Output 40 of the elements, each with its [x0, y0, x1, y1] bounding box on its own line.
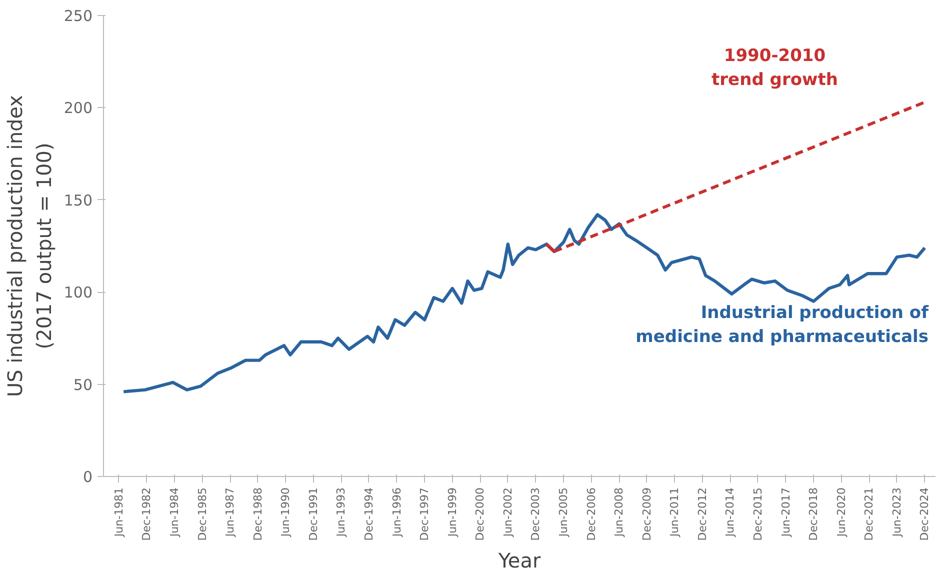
x-axis-title: Year	[497, 548, 542, 573]
x-tick-label: Jun-1981	[112, 487, 126, 538]
x-tick-label: Dec-2003	[529, 488, 542, 541]
y-tick-label: 50	[73, 376, 93, 394]
x-tick-label: Dec-2024	[918, 488, 932, 541]
x-tick-label: Jun-2023	[890, 487, 904, 538]
x-tick-label: Jun-1984	[168, 487, 182, 538]
x-tick-label: Jun-1987	[224, 487, 237, 538]
x-tick-label: Jun-2017	[779, 487, 792, 538]
x-tick-label: Dec-2018	[807, 488, 820, 541]
x-tick-label: Dec-2012	[696, 488, 709, 541]
text: Industrial production of medicine and pharmaceuticals	[636, 302, 930, 347]
x-tick-label: Jun-1993	[334, 487, 348, 538]
y-tick-label: 100	[64, 284, 93, 302]
x-tick-label: Jun-2014	[724, 487, 737, 538]
x-tick-label: Dec-2000	[474, 488, 487, 541]
x-tick-label: Jun-2020	[834, 487, 848, 538]
x-tick-label: Dec-2021	[862, 488, 876, 541]
y-axis-title: US industrial production index (2017 output = 100)	[3, 94, 56, 397]
x-tick-label: Dec-2009	[640, 488, 654, 541]
y-tick-label: 250	[64, 7, 93, 25]
x-tick-label: Jun-1990	[279, 487, 292, 538]
y-tick-label: 200	[64, 99, 93, 118]
x-tick-label: Dec-1982	[140, 488, 154, 541]
x-tick-label: Dec-1994	[362, 488, 376, 541]
x-tick-label: Dec-1988	[251, 488, 264, 541]
x-tick-label: Dec-1997	[418, 488, 432, 541]
y-tick-label: 0	[82, 468, 93, 486]
x-tick-label: Dec-2006	[584, 488, 598, 541]
text: 1990-2010 trend growth	[712, 46, 838, 90]
x-tick-label: Jun-2005	[556, 487, 570, 538]
y-tick-label: 150	[64, 191, 93, 210]
x-tick-label: Jun-2002	[501, 487, 514, 538]
x-tick-label: Jun-1996	[390, 487, 404, 538]
x-tick-label: Dec-1991	[306, 488, 320, 541]
x-tick-label: Jun-2008	[612, 487, 626, 538]
x-tick-label: Dec-1985	[196, 488, 209, 541]
x-tick-label: Jun-2011	[668, 487, 682, 538]
x-tick-label: Jun-1999	[446, 487, 459, 538]
x-tick-label: Dec-2015	[751, 488, 764, 541]
